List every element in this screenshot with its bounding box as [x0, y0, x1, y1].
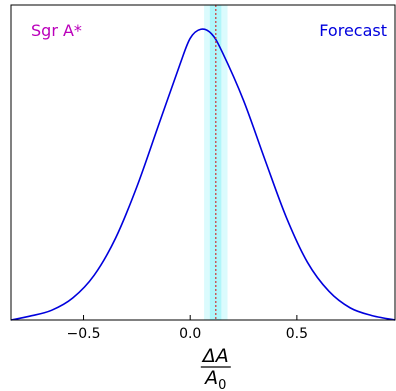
x-tick-label: 0.5	[286, 326, 308, 342]
annotation-sgr-a: Sgr A*	[31, 21, 82, 40]
plot-area	[10, 4, 396, 321]
x-axis: −0.5 0.0 0.5	[67, 315, 308, 342]
x-label-denominator: A0	[203, 367, 226, 391]
x-axis-label: ΔA A0	[200, 345, 231, 391]
x-tick-label: 0.0	[179, 326, 201, 342]
x-label-denominator-subscript: 0	[218, 378, 226, 391]
x-label-denominator-base: A	[203, 367, 218, 389]
forecast-curve	[10, 28, 396, 321]
annotation-forecast: Forecast	[319, 21, 387, 40]
x-label-numerator: ΔA	[201, 345, 229, 367]
axes-frame	[10, 4, 396, 321]
x-tick-label: −0.5	[67, 326, 101, 342]
